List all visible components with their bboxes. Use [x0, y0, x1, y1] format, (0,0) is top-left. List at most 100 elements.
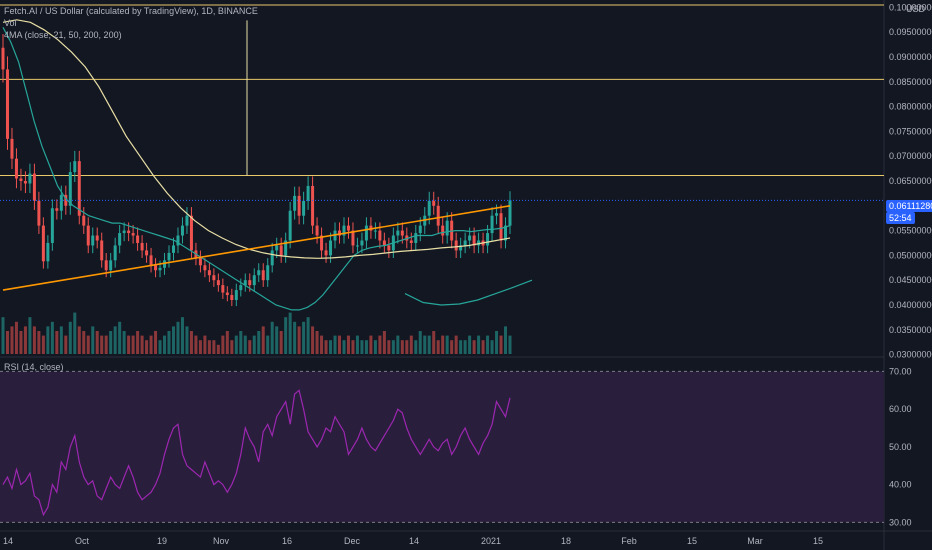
rsi-tick-label: 60.00	[889, 404, 912, 414]
volume-bar	[5, 331, 9, 354]
volume-bar	[320, 335, 324, 354]
candle-body	[436, 205, 440, 226]
volume-bar	[10, 326, 14, 354]
volume-bar	[127, 335, 131, 354]
volume-bar	[432, 331, 436, 354]
volume-bar	[329, 340, 333, 354]
price-tick-label: 0.04500000	[889, 275, 932, 285]
candle-body	[95, 235, 99, 241]
volume-bar	[167, 331, 171, 354]
volume-bar	[176, 321, 180, 354]
candle-body	[167, 252, 171, 261]
volume-bar	[333, 335, 337, 354]
volume-bar	[261, 326, 265, 354]
volume-bar	[311, 326, 315, 354]
price-tick-label: 0.05500000	[889, 226, 932, 236]
price-tick-label: 0.10000000	[889, 2, 932, 12]
candle-body	[266, 265, 270, 281]
candle-body	[19, 178, 23, 181]
volume-bar	[100, 335, 104, 354]
time-tick-label: 15	[813, 536, 823, 546]
candle-body	[91, 235, 95, 246]
volume-bar	[315, 331, 319, 354]
candle-body	[212, 275, 216, 281]
candle-body	[495, 213, 499, 216]
candle-body	[499, 213, 503, 241]
candle-body	[382, 240, 386, 246]
volume-bar	[360, 340, 364, 354]
candle-body	[490, 215, 494, 234]
volume-bar	[118, 321, 122, 354]
volume-bar	[55, 331, 59, 354]
volume-bar	[46, 326, 50, 354]
candle-body	[504, 225, 508, 241]
volume-bar	[23, 326, 27, 354]
volume-bar	[252, 335, 256, 354]
ma-legend[interactable]: 4MA (close, 21, 50, 200, 200)	[4, 30, 122, 40]
candle-body	[459, 245, 463, 251]
candle-body	[414, 233, 418, 243]
candle-body	[508, 200, 512, 226]
candle-body	[445, 220, 449, 236]
candle-body	[14, 158, 18, 179]
volume-bar	[64, 335, 68, 354]
candle-body	[64, 194, 68, 206]
candle-body	[189, 215, 193, 251]
candle-body	[315, 225, 319, 236]
volume-legend[interactable]: Vol	[4, 18, 17, 28]
volume-bar	[14, 321, 18, 354]
rsi-tick-label: 70.00	[889, 366, 912, 376]
candle-body	[284, 240, 288, 256]
candle-body	[293, 195, 297, 211]
candle-body	[171, 245, 175, 253]
volume-bar	[373, 340, 377, 354]
volume-bar	[145, 340, 149, 354]
volume-bar	[472, 340, 476, 354]
candle-body	[109, 260, 113, 271]
candle-body	[360, 240, 364, 246]
candle-body	[41, 225, 45, 262]
candle-body	[409, 240, 413, 243]
volume-bar	[436, 340, 440, 354]
volume-bar	[140, 335, 144, 354]
volume-bar	[481, 340, 485, 354]
volume-bar	[189, 331, 193, 354]
candle-body	[275, 245, 279, 251]
candle-body	[486, 233, 490, 246]
volume-bar	[306, 317, 310, 354]
volume-bar	[459, 340, 463, 354]
volume-bar	[154, 331, 158, 354]
volume-bar	[275, 326, 279, 354]
candle-body	[37, 200, 41, 226]
volume-bar	[149, 335, 153, 354]
candle-body	[364, 225, 368, 241]
candle-body	[216, 280, 220, 286]
rsi-legend[interactable]: RSI (14, close)	[4, 362, 64, 372]
candle-body	[261, 270, 265, 281]
volume-bar	[221, 335, 225, 354]
volume-bar	[234, 335, 238, 354]
candle-body	[329, 240, 333, 256]
volume-bar	[230, 340, 234, 354]
candle-body	[257, 270, 261, 276]
volume-bar	[113, 326, 117, 354]
volume-bar	[198, 340, 202, 354]
candle-body	[432, 200, 436, 206]
volume-bar	[297, 326, 301, 354]
volume-bar	[302, 321, 306, 354]
volume-bar	[243, 335, 247, 354]
volume-bar	[346, 335, 350, 354]
volume-bar	[396, 335, 400, 354]
last-price-tag: 0.06111280	[886, 200, 932, 212]
candle-body	[221, 285, 225, 293]
volume-bar	[68, 321, 72, 354]
price-tick-label: 0.06500000	[889, 176, 932, 186]
price-tick-label: 0.09500000	[889, 27, 932, 37]
candle-body	[342, 225, 346, 236]
volume-bar	[445, 335, 449, 354]
chart-title: Fetch.AI / US Dollar (calculated by Trad…	[4, 6, 258, 16]
candle-body	[185, 215, 189, 226]
volume-bar	[477, 335, 481, 354]
ma50-line	[2, 19, 511, 259]
